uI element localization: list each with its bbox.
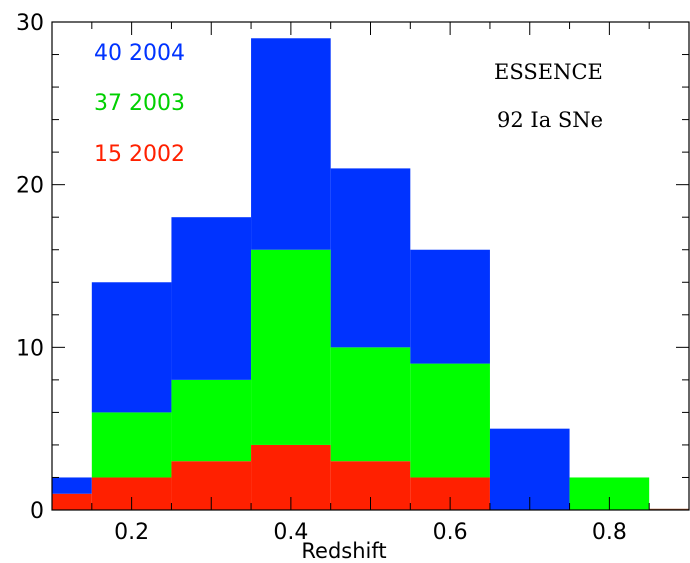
- bar-40-2004-bin-2: [171, 217, 252, 380]
- bar-37-2003-bin-5: [410, 363, 490, 478]
- bar-40-2004-bin-1: [91, 282, 172, 413]
- survey-name-annotation: ESSENCE: [494, 60, 603, 84]
- y-tick-labels: 0 10 20 30: [16, 11, 44, 524]
- bar-40-2004-bin-0: [52, 477, 92, 494]
- bar-40-2004-bin-6: [489, 428, 570, 510]
- y-tick-label: 20: [16, 174, 44, 199]
- bar-40-2004-bin-5: [410, 249, 490, 364]
- bar-37-2003-bin-2: [171, 379, 252, 462]
- y-tick-label: 10: [16, 336, 44, 361]
- legend-entry-2004: 40 2004: [94, 41, 185, 66]
- histogram-bars: [52, 38, 689, 511]
- legend-entry-2002: 15 2002: [94, 142, 185, 167]
- bar-37-2003-bin-1: [91, 412, 172, 478]
- bar-40-2004-bin-3: [251, 38, 331, 250]
- x-tick-label: 0.6: [433, 520, 468, 545]
- sample-size-annotation: 92 Ia SNe: [497, 108, 603, 132]
- y-tick-label: 30: [16, 11, 44, 36]
- x-tick-label: 0.2: [114, 520, 149, 545]
- x-axis-title: Redshift: [301, 539, 386, 563]
- bar-15-2002-bin-0: [52, 493, 92, 510]
- x-tick-labels: 0.2 0.4 0.6 0.8: [114, 520, 627, 545]
- axis-ticks: [51, 21, 690, 511]
- x-tick-label: 0.4: [273, 520, 308, 545]
- y-tick-label: 0: [30, 499, 44, 524]
- x-tick-label: 0.8: [592, 520, 627, 545]
- legend-entry-2003: 37 2003: [94, 91, 185, 116]
- bar-40-2004-bin-4: [330, 168, 411, 348]
- legend: 40 2004 37 2003 15 2002: [94, 41, 185, 167]
- bar-37-2003-bin-4: [330, 347, 411, 462]
- bar-37-2003-bin-3: [251, 249, 331, 445]
